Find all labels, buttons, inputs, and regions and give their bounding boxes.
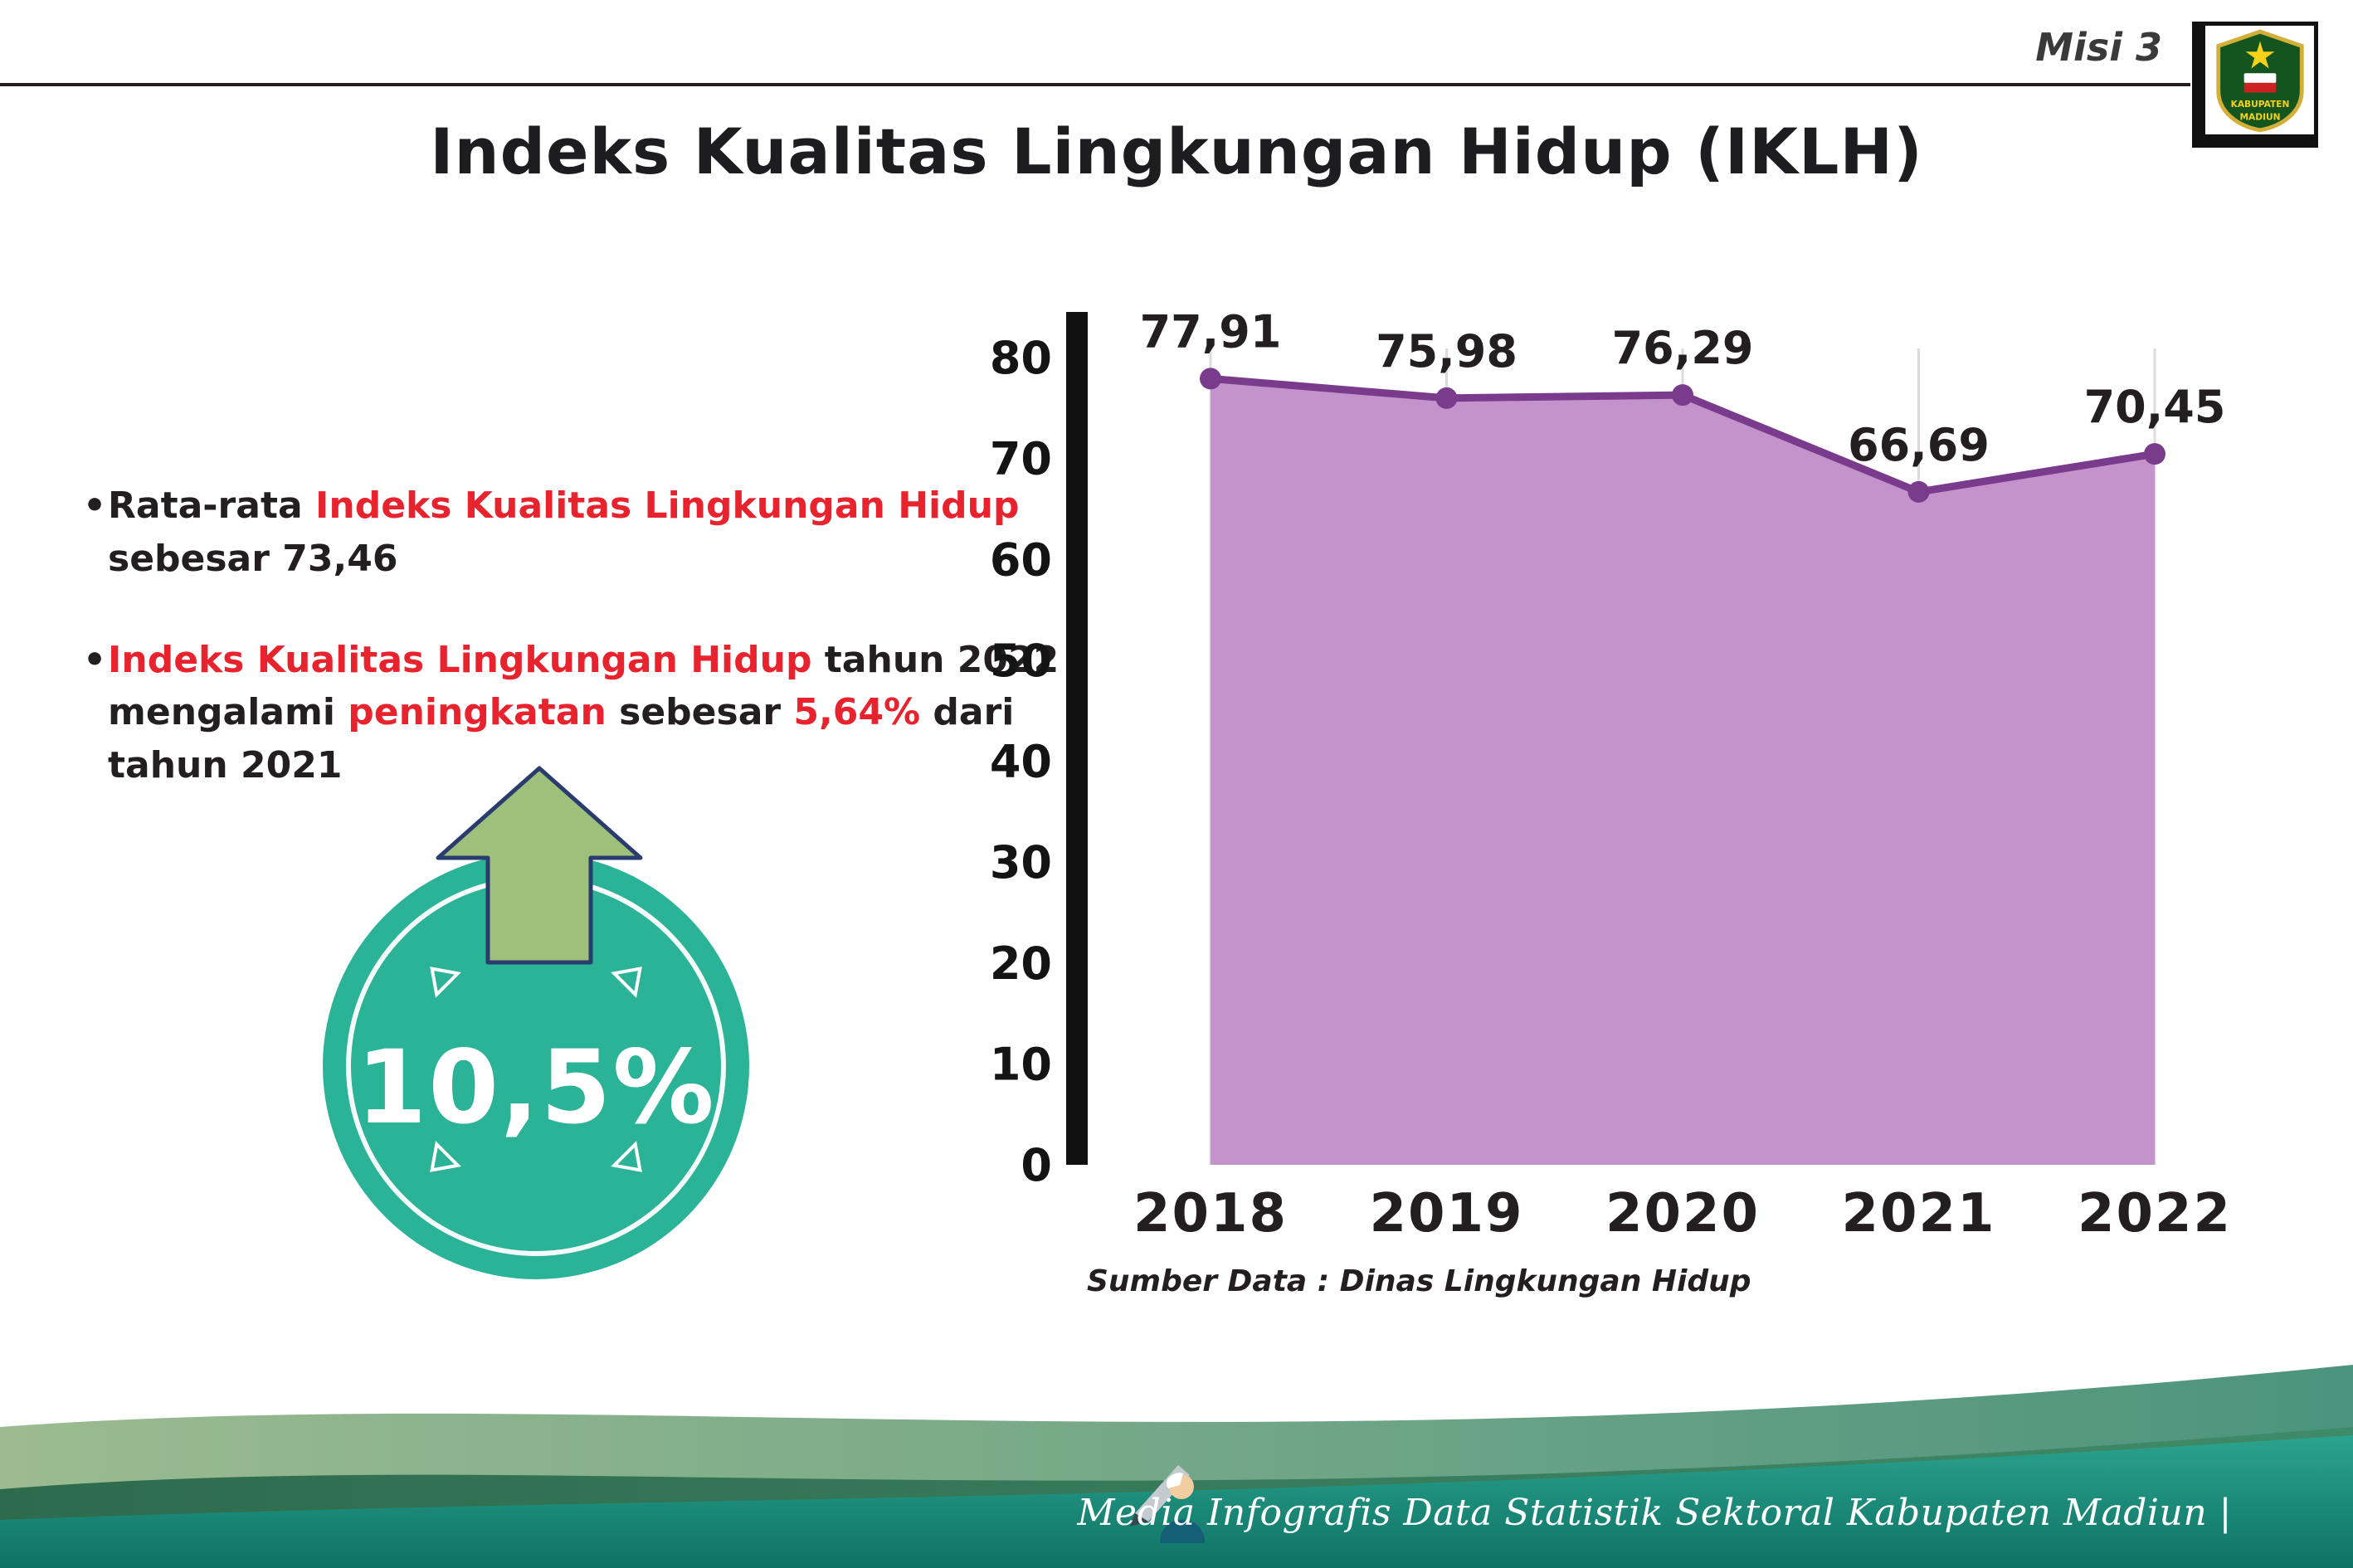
bullet-marker: • [83, 638, 107, 681]
increase-percentage: 10,5% [356, 1029, 716, 1147]
page-title: Indeks Kualitas Lingkungan Hidup (IKLH) [430, 114, 1923, 188]
misi-label: Misi 3 [2035, 25, 2162, 70]
bullet-increase-2022: • Indeks Kualitas Lingkungan Hidup tahun… [83, 634, 1079, 792]
logo-text-line1: KABUPATEN [2230, 98, 2289, 109]
logo-text-line2: MADIUN [2239, 111, 2280, 122]
year-label: 2021 [1841, 1183, 1995, 1244]
badge-triangle-decorations [430, 967, 642, 1172]
data-point [1200, 368, 1221, 390]
header-divider [0, 83, 2190, 86]
data-source: Sumber Data : Dinas Lingkungan Hidup [1087, 1264, 1751, 1298]
year-label: 2018 [1133, 1183, 1288, 1244]
data-point [2144, 443, 2165, 465]
data-point [1907, 480, 1930, 503]
value-label: 77,91 [1140, 305, 1282, 358]
year-label: 2019 [1369, 1183, 1523, 1244]
writer-mascot-icon [1130, 1465, 1205, 1543]
value-label: 75,98 [1376, 325, 1518, 377]
area-fill [1211, 378, 2155, 1165]
bullet-marker: • [83, 485, 107, 527]
value-label: 70,45 [2084, 381, 2226, 433]
kabupaten-madiun-logo: KABUPATEN MADIUN [2192, 22, 2318, 148]
year-label: 2020 [1605, 1183, 1760, 1244]
up-arrow-icon [436, 766, 643, 965]
year-label: 2022 [2078, 1183, 2232, 1244]
data-point [1435, 387, 1458, 409]
y-tick-label: 30 [990, 836, 1052, 889]
notes: • Rata-rata Indeks Kualitas Lingkungan H… [83, 480, 1079, 792]
y-tick-label: 50 [990, 635, 1052, 687]
bullet-average-iklh: • Rata-rata Indeks Kualitas Lingkungan H… [83, 480, 1079, 586]
bullet-average-text: Rata-rata Indeks Kualitas Lingkungan Hid… [108, 485, 1020, 580]
logo-star-icon [2245, 41, 2274, 68]
y-tick-label: 0 [1021, 1139, 1052, 1191]
footer-caption: Media Infografis Data Statistik Sektoral… [1077, 1492, 2232, 1534]
data-point [1672, 384, 1693, 407]
value-label: 76,29 [1612, 322, 1754, 374]
y-tick-label: 80 [990, 332, 1052, 384]
bullet-increase-text: Indeks Kualitas Lingkungan Hidup tahun 2… [108, 638, 1060, 787]
iklh-chart-area: 0 10 20 30 40 50 60 70 80 77,91 75,98 76,29 66,69 70,… [929, 299, 2323, 1294]
logo-shield: KABUPATEN MADIUN [2215, 28, 2304, 132]
value-label: 66,69 [1848, 419, 1990, 471]
y-tick-label: 60 [990, 533, 1052, 586]
y-tick-label: 10 [990, 1038, 1052, 1090]
y-tick-label: 20 [990, 937, 1052, 990]
y-tick-label: 70 [990, 433, 1052, 485]
y-tick-label: 40 [990, 736, 1052, 788]
y-axis-bar [1066, 312, 1088, 1165]
iklh-area-chart: 0 10 20 30 40 50 60 70 80 77,91 75,98 76,29 66,69 70,… [990, 305, 2232, 1244]
